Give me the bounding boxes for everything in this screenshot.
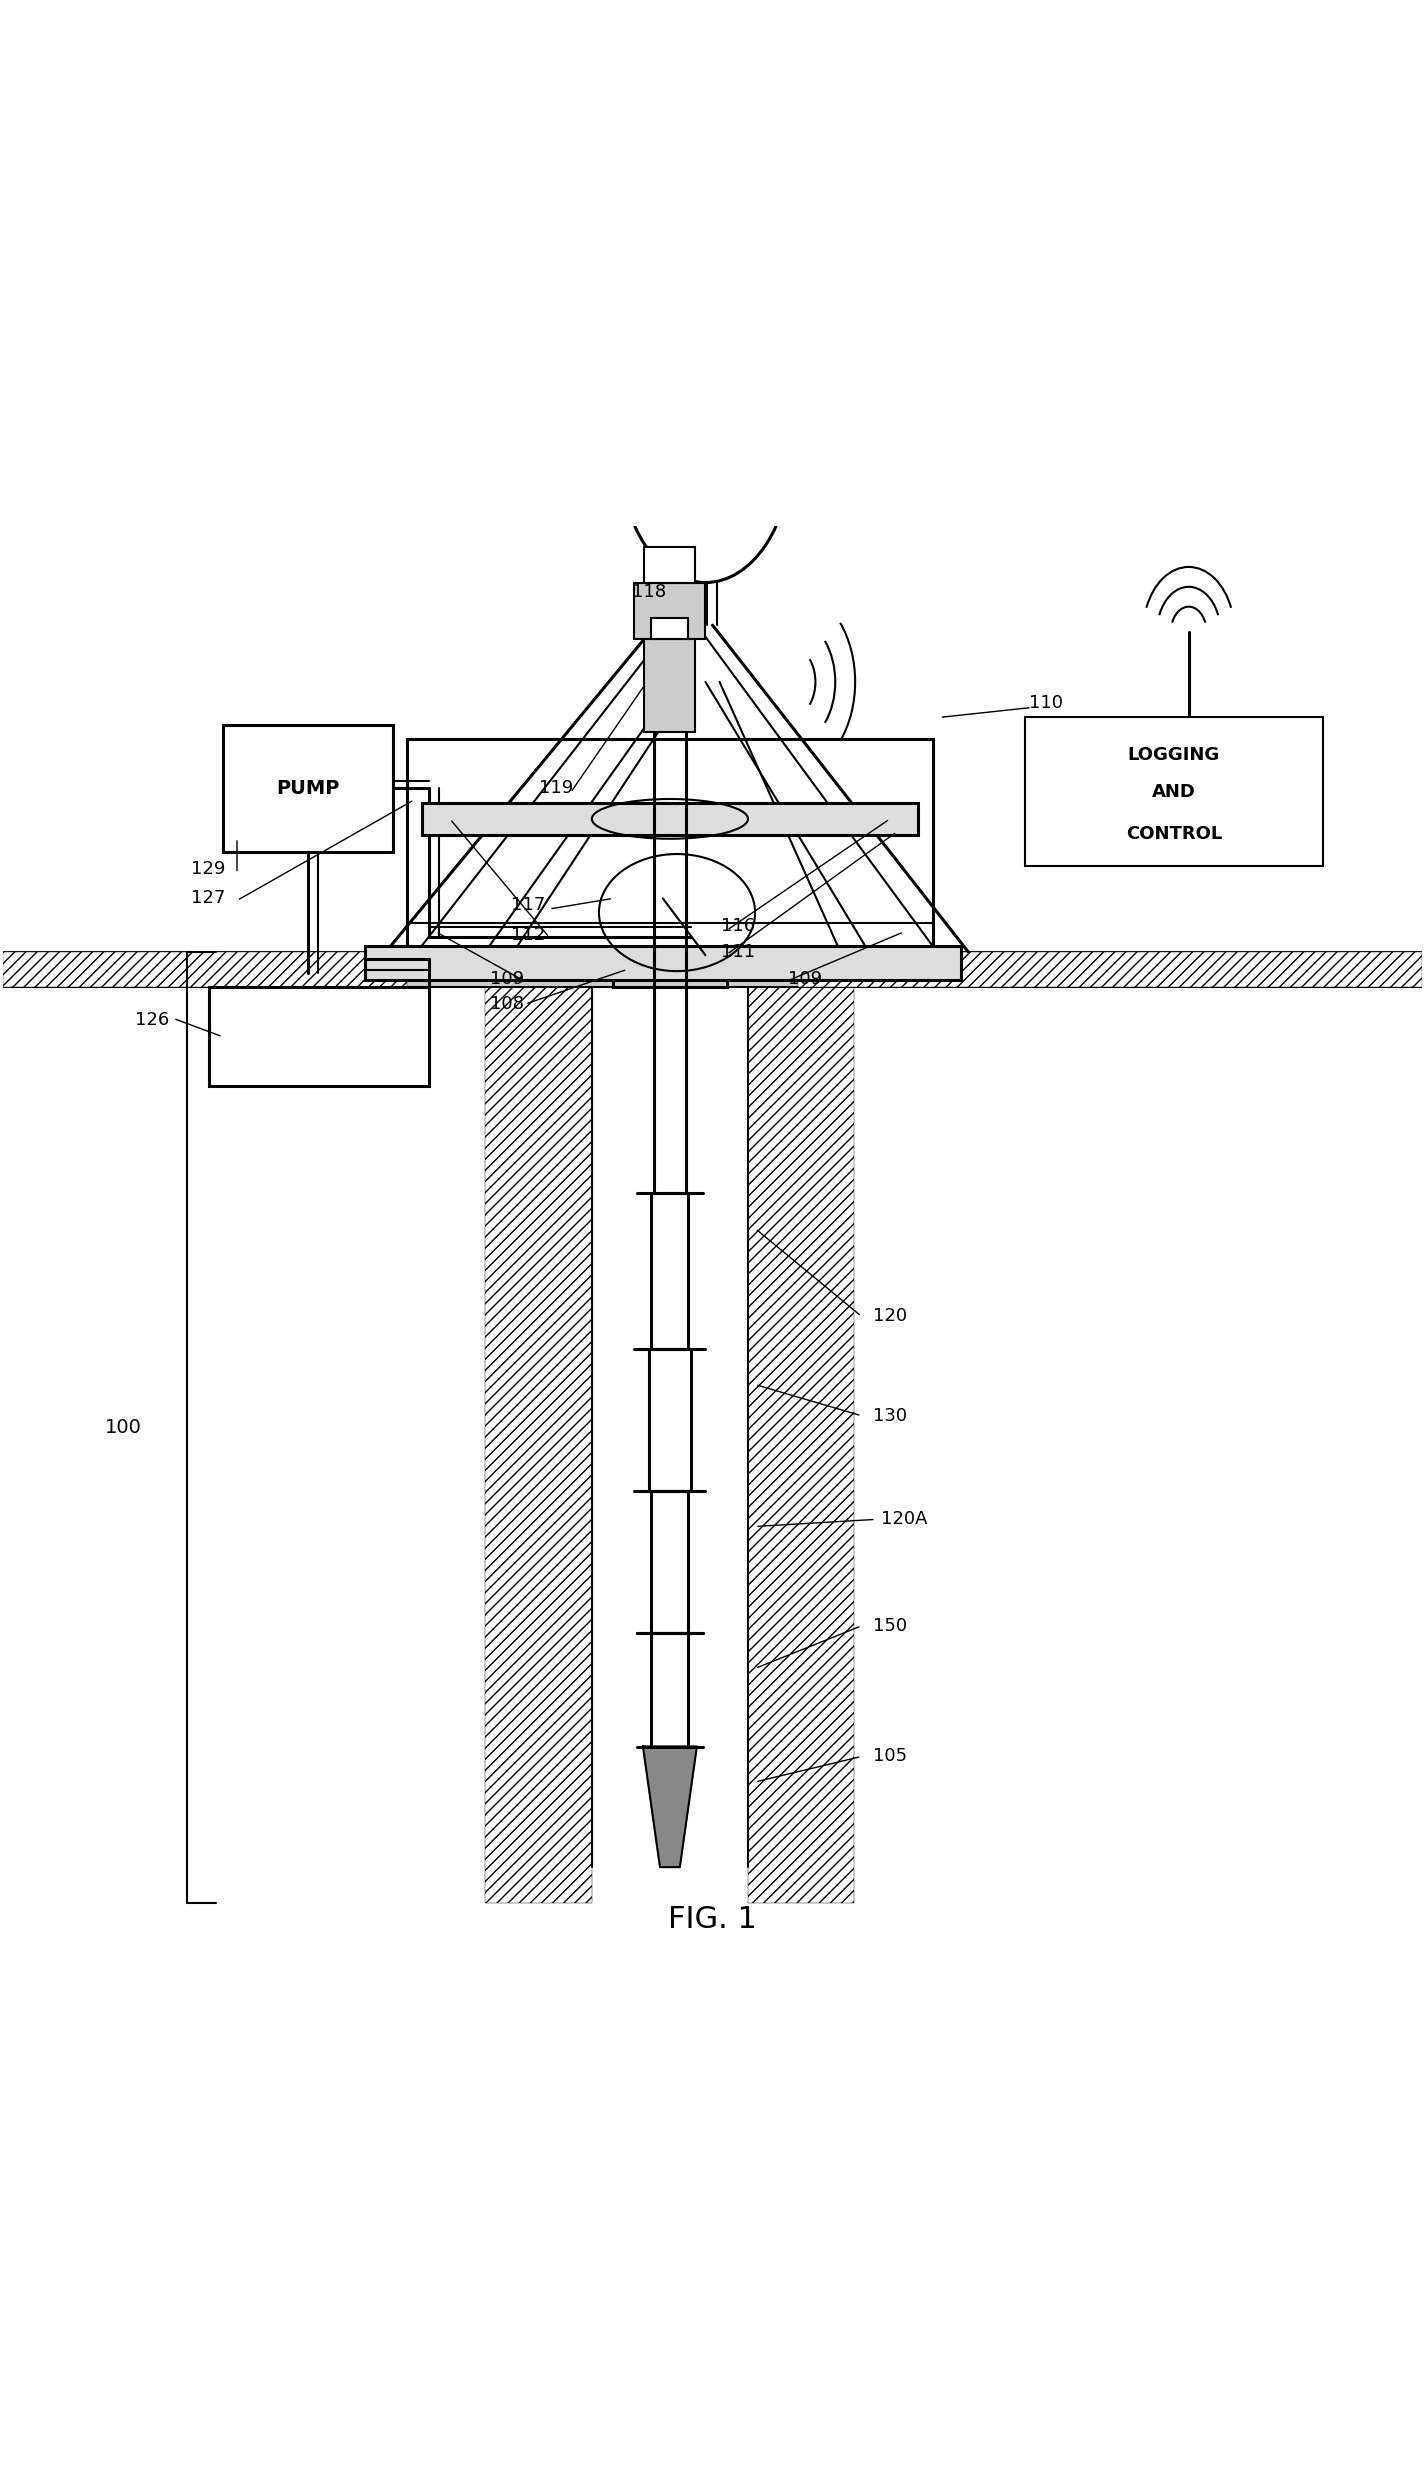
Text: 117: 117 [510, 897, 546, 914]
Bar [3, 951, 1422, 986]
Bar [748, 986, 855, 1903]
Ellipse shape [620, 326, 791, 583]
Bar [648, 1349, 691, 1490]
Polygon shape [643, 1747, 697, 1868]
Bar [634, 583, 705, 640]
Bar [651, 1193, 688, 1349]
Text: 118: 118 [631, 583, 665, 600]
Text: 129: 129 [191, 860, 225, 877]
Bar [222, 724, 393, 852]
Text: CONTROL: CONTROL [1126, 825, 1223, 843]
Bar [422, 803, 918, 835]
Bar [651, 618, 688, 640]
Bar [208, 986, 429, 1087]
Text: FIG. 1: FIG. 1 [668, 1905, 757, 1935]
Bar [651, 1490, 688, 1633]
Text: 110: 110 [1029, 694, 1063, 712]
Bar [644, 546, 695, 583]
Bar [613, 951, 727, 986]
Bar [651, 1633, 688, 1747]
Text: AND: AND [1151, 783, 1196, 801]
Bar [365, 946, 960, 981]
Text: 109: 109 [490, 969, 524, 988]
Bar [798, 951, 1422, 986]
Text: PUMP: PUMP [276, 778, 339, 798]
Bar [1025, 717, 1322, 867]
Bar [408, 739, 932, 951]
Text: 109: 109 [788, 969, 822, 988]
Text: 120: 120 [874, 1307, 906, 1324]
Text: 150: 150 [874, 1616, 906, 1636]
Text: LOGGING: LOGGING [1127, 746, 1220, 764]
Text: 120A: 120A [881, 1510, 928, 1530]
Bar [486, 986, 591, 1903]
Text: 100: 100 [105, 1418, 142, 1436]
Bar [3, 951, 408, 986]
Text: 127: 127 [191, 890, 225, 907]
Text: 130: 130 [874, 1406, 906, 1426]
Text: 105: 105 [874, 1747, 906, 1764]
Text: 111: 111 [721, 941, 755, 961]
Text: 116: 116 [721, 917, 755, 934]
Text: 126: 126 [135, 1011, 170, 1028]
Text: 119: 119 [539, 778, 573, 798]
Bar [644, 640, 695, 731]
Text: 108: 108 [490, 996, 523, 1013]
Text: 112: 112 [510, 927, 546, 944]
